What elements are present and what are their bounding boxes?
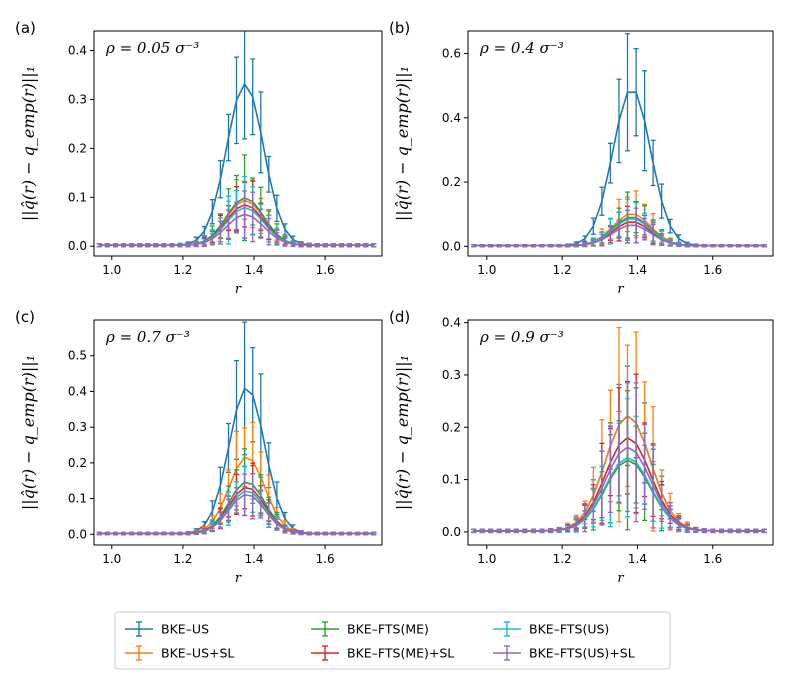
y-tick-label: 0.2 (442, 175, 461, 189)
x-axis-label: r (617, 571, 624, 586)
axes-frame (93, 319, 383, 546)
series-bke-fts-us-sl (471, 207, 767, 248)
y-tick-label: 0.1 (68, 492, 87, 506)
x-tick-label: 1.4 (628, 552, 647, 566)
panel-label: (a) (15, 19, 36, 37)
y-tick-label: 0.6 (442, 47, 461, 61)
legend-label: BKE–US+SL (161, 646, 234, 661)
legend-entry-bke-fts-me-sl: BKE–FTS(ME)+SL (311, 645, 454, 661)
y-tick-label: 0.4 (68, 44, 87, 58)
series-bke-fts-us-sl (471, 382, 767, 534)
series-line (99, 493, 374, 535)
x-tick-label: 1.6 (703, 263, 722, 277)
x-tick-label: 1.0 (477, 263, 496, 277)
y-tick-label: 0.4 (442, 111, 461, 125)
plot-area (471, 33, 767, 248)
panel-d: 1.0 1.2 1.4 1.6 0.0 0.1 0.2 0.3 0.4 r ||q̂(r) − q_… (389, 308, 774, 586)
series-bke-fts-us-sl (96, 473, 377, 536)
y-tick-label: 0.0 (68, 527, 87, 541)
y-tick-label: 0.0 (68, 239, 87, 253)
x-tick-label: 1.0 (102, 552, 121, 566)
axes-frame (467, 30, 774, 257)
plot-area (96, 31, 377, 248)
axes-frame (93, 30, 383, 257)
plot-area (471, 326, 767, 534)
legend-label: BKE–US (161, 622, 209, 637)
x-tick-label: 1.2 (173, 263, 192, 277)
x-tick-label: 1.0 (102, 263, 121, 277)
density-annotation: ρ = 0.9 σ⁻³ (479, 328, 564, 346)
y-tick-label: 0.0 (442, 525, 461, 539)
y-axis-label: ||q̂(r) − q_emp(r)||₁ (19, 66, 38, 221)
x-axis-label: r (235, 571, 242, 586)
y-tick-label: 0.2 (68, 456, 87, 470)
x-tick-label: 1.2 (173, 552, 192, 566)
panel-b: 1.0 1.2 1.4 1.6 0.0 0.2 0.4 0.6 r ||q̂(r) − q_emp… (389, 19, 774, 297)
x-tick-label: 1.4 (628, 263, 647, 277)
x-tick-label: 1.4 (244, 552, 263, 566)
panel-c: 1.0 1.2 1.4 1.6 0.0 0.1 0.2 0.3 0.4 0.5 r ||q̂(r) −… (15, 308, 383, 586)
axes-frame (467, 319, 774, 546)
x-tick-label: 1.0 (477, 552, 496, 566)
legend-entry-bke-fts-me-: BKE–FTS(ME) (311, 621, 429, 637)
x-tick-label: 1.2 (553, 552, 572, 566)
legend-entry-bke-us: BKE–US (125, 621, 209, 637)
density-annotation: ρ = 0.05 σ⁻³ (105, 39, 199, 57)
x-tick-label: 1.6 (703, 552, 722, 566)
series-line (473, 224, 765, 247)
legend-entry-bke-fts-us-: BKE–FTS(US) (493, 621, 609, 637)
x-tick-label: 1.6 (316, 552, 335, 566)
legend-entry-bke-fts-us-sl: BKE–FTS(US)+SL (493, 645, 635, 661)
y-axis-label: ||q̂(r) − q_emp(r)||₁ (393, 66, 412, 221)
x-axis-label: r (617, 282, 624, 297)
y-tick-label: 0.2 (68, 141, 87, 155)
legend-frame (114, 611, 671, 670)
density-annotation: ρ = 0.4 σ⁻³ (479, 39, 564, 57)
series-bke-fts-us-sl (96, 190, 377, 248)
legend-label: BKE–FTS(ME) (347, 622, 429, 637)
panel-label: (d) (389, 308, 410, 326)
x-tick-label: 1.4 (244, 263, 263, 277)
x-axis-label: r (235, 282, 242, 297)
legend-entry-bke-us-sl: BKE–US+SL (125, 645, 234, 661)
x-tick-label: 1.2 (553, 263, 572, 277)
density-annotation: ρ = 0.7 σ⁻³ (105, 328, 190, 346)
y-tick-label: 0.1 (442, 473, 461, 487)
panel-a: 1.0 1.2 1.4 1.6 0.0 0.1 0.2 0.3 0.4 r ||q̂(r) − q_… (15, 19, 383, 297)
legend-label: BKE–FTS(US) (529, 622, 609, 637)
y-tick-label: 0.4 (68, 384, 87, 398)
panel-label: (b) (389, 19, 410, 37)
y-tick-label: 0.0 (442, 239, 461, 253)
legend-label: BKE–FTS(US)+SL (529, 646, 635, 661)
y-tick-label: 0.4 (442, 316, 461, 330)
y-tick-label: 0.5 (68, 349, 87, 363)
legend: BKE–US BKE–US+SL BKE–FTS(ME) BKE–FTS(ME)+SL… (114, 611, 671, 670)
plot-area (96, 321, 377, 536)
series-line (473, 446, 765, 532)
x-tick-label: 1.6 (316, 263, 335, 277)
y-tick-label: 0.1 (68, 190, 87, 204)
panel-label: (c) (15, 308, 35, 326)
series-line (99, 213, 374, 246)
y-axis-label: ||q̂(r) − q_emp(r)||₁ (393, 355, 412, 510)
y-tick-label: 0.2 (442, 420, 461, 434)
y-tick-label: 0.3 (68, 420, 87, 434)
y-tick-label: 0.3 (442, 368, 461, 382)
legend-label: BKE–FTS(ME)+SL (347, 646, 454, 661)
y-axis-label: ||q̂(r) − q_emp(r)||₁ (19, 355, 38, 510)
y-tick-label: 0.3 (68, 92, 87, 106)
